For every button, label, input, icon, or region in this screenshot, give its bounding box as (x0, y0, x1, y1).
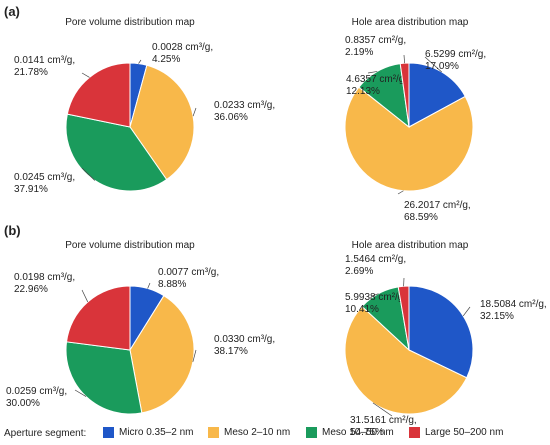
legend-label-micro: Micro 0.35–2 nm (119, 427, 194, 438)
data-label-b-hole-meso-10-50: 5.9938 cm²/g, 10.41% (345, 292, 406, 315)
leader-line-b-pore-meso-10-50 (74, 389, 87, 397)
pie-slice-b-pore-meso-10-50 (65, 341, 143, 415)
chart-title-b-pore: Pore volume distribution map (65, 240, 195, 251)
data-label-b-hole-meso-2-10: 31.5161 cm²/g, 54.75% (350, 415, 417, 438)
legend-swatch-meso-2-10 (208, 427, 219, 438)
data-label-a-pore-large: 0.0141 cm³/g, 21.78% (14, 55, 75, 78)
pie-slice-a-hole-micro (408, 62, 466, 128)
panel-label-b: (b) (4, 223, 21, 238)
leader-line-a-hole-micro (424, 56, 442, 73)
chart-title-a-pore: Pore volume distribution map (65, 17, 195, 28)
data-label-a-hole-micro: 6.5299 cm²/g, 17.09% (425, 49, 486, 72)
legend-swatch-large (409, 427, 420, 438)
legend-item-large: Large 50–200 nm (409, 427, 503, 441)
legend-label-meso-10-50: Meso 10–50 nm (322, 427, 394, 438)
pie-slice-b-pore-meso-2-10 (129, 295, 195, 414)
data-label-b-pore-meso-10-50: 0.0259 cm³/g, 30.00% (6, 386, 67, 409)
chart-title-b-hole: Hole area distribution map (351, 240, 469, 251)
data-label-a-hole-meso-2-10: 26.2017 cm²/g, 68.59% (404, 200, 471, 223)
leader-line-a-hole-meso-2-10 (397, 190, 404, 195)
legend-label-large: Large 50–200 nm (425, 427, 504, 438)
legend: Aperture segment: Micro 0.35–2 nm Meso 2… (0, 424, 550, 444)
leader-line-b-hole-meso-10-50 (371, 293, 379, 297)
data-label-a-pore-meso-10-50: 0.0245 cm³/g, 37.91% (14, 172, 75, 195)
legend-item-meso-10-50: Meso 10–50 nm (306, 427, 394, 441)
panel-label-a: (a) (4, 4, 20, 19)
chart-title-a-hole: Hole area distribution map (351, 17, 469, 28)
data-label-b-pore-micro: 0.0077 cm³/g, 8.88% (158, 267, 219, 290)
pie-slice-b-hole-meso-2-10 (344, 305, 468, 415)
leader-line-a-hole-large (403, 54, 405, 64)
data-label-a-hole-large: 0.8357 cm²/g, 2.19% (345, 35, 406, 58)
data-label-a-pore-micro: 0.0028 cm³/g, 4.25% (152, 42, 213, 65)
leader-line-b-pore-micro (147, 282, 151, 289)
leader-line-b-pore-meso-2-10 (192, 349, 197, 362)
legend-label-meso-2-10: Meso 2–10 nm (224, 427, 291, 438)
legend-title: Aperture segment: (4, 428, 87, 439)
legend-item-meso-2-10: Meso 2–10 nm (208, 427, 290, 441)
data-label-b-pore-large: 0.0198 cm³/g, 22.96% (14, 272, 75, 295)
leader-line-a-hole-meso-10-50 (367, 71, 378, 74)
legend-item-micro: Micro 0.35–2 nm (103, 427, 193, 441)
leader-line-b-pore-large (81, 289, 89, 303)
leader-line-b-hole-micro (462, 306, 471, 317)
data-label-a-pore-meso-2-10: 0.0233 cm³/g, 36.06% (214, 100, 275, 123)
leader-line-a-pore-large (81, 72, 90, 78)
leader-line-a-pore-micro (138, 59, 142, 64)
leader-line-a-pore-meso-10-50 (81, 167, 96, 181)
legend-swatch-micro (103, 427, 114, 438)
data-label-b-pore-meso-2-10: 0.0330 cm³/g, 38.17% (214, 334, 275, 357)
data-label-a-hole-meso-10-50: 4.6357 cm²/g, 12.13% (346, 74, 407, 97)
legend-swatch-meso-10-50 (306, 427, 317, 438)
leader-line-b-hole-meso-2-10 (372, 402, 393, 417)
leader-line-a-pore-meso-2-10 (192, 107, 197, 117)
data-label-b-hole-micro: 18.5084 cm²/g, 32.15% (480, 299, 547, 322)
pie-slice-b-hole-micro (408, 285, 474, 379)
data-label-b-hole-large: 1.5464 cm²/g, 2.69% (345, 254, 406, 277)
